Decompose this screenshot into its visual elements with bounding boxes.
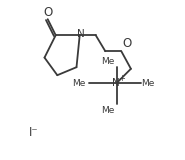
- Text: Me: Me: [101, 57, 114, 66]
- Text: +: +: [118, 74, 125, 83]
- Text: Me: Me: [101, 106, 114, 115]
- Text: Me: Me: [141, 79, 155, 88]
- Text: N: N: [112, 78, 120, 88]
- Text: O: O: [122, 37, 131, 50]
- Text: N: N: [77, 29, 84, 39]
- Text: O: O: [43, 6, 52, 19]
- Text: I⁻: I⁻: [28, 126, 38, 139]
- Text: Me: Me: [72, 79, 85, 88]
